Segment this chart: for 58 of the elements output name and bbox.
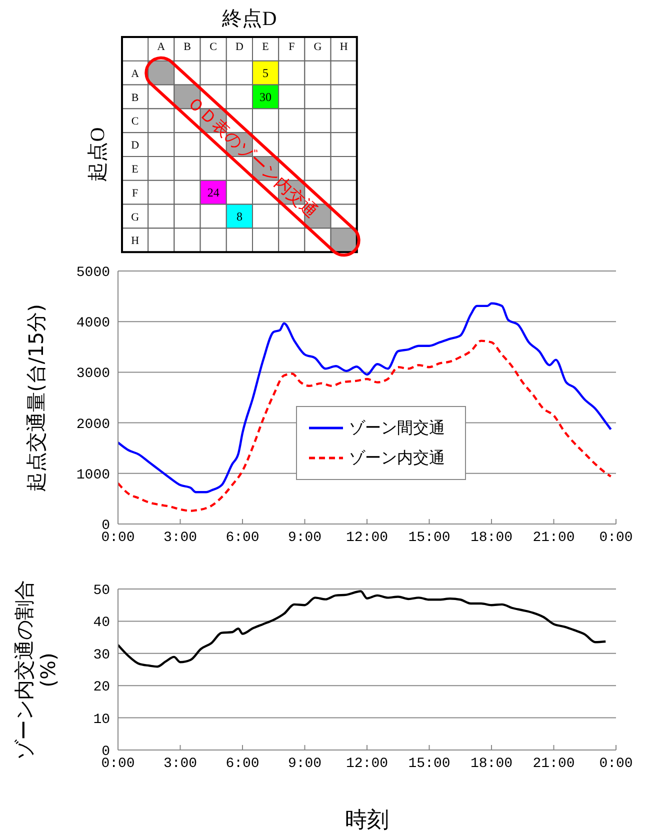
x-tick-label: H [340, 40, 348, 53]
y-tick-label: 2000 [76, 416, 110, 433]
y-tick-label: 50 [93, 582, 110, 599]
x-tick-label: 18:00 [470, 756, 513, 772]
x-tick-label: 3:00 [163, 530, 198, 546]
y-tick-label: 5000 [76, 264, 110, 281]
y-tick-label: 1000 [76, 467, 110, 484]
data-label: 24 [207, 185, 220, 200]
line-series [118, 340, 612, 512]
x-tick-label: 21:00 [532, 756, 575, 772]
x-tick-label: 0:00 [101, 756, 135, 772]
y-axis-title: 起点O [87, 127, 109, 182]
y-axis-title: ゾーン内交通の割合(%) [12, 579, 60, 760]
x-axis-title: 時刻 [344, 807, 390, 834]
y-axis-title: 起点交通量(台/15分) [24, 302, 48, 494]
line-series [118, 302, 612, 494]
x-tick-label: F [288, 40, 295, 53]
x-tick-label: 15:00 [408, 756, 450, 772]
y-tick-label: H [131, 235, 140, 248]
x-tick-label: 0:00 [599, 756, 633, 772]
y-tick-label: 30 [93, 647, 110, 664]
y-tick-label: G [131, 211, 140, 224]
line-series [118, 590, 607, 668]
y-tick-label: 3000 [76, 366, 110, 382]
x-tick-label: 3:00 [163, 756, 198, 772]
x-tick-label: E [262, 40, 270, 53]
y-tick-label: 4000 [76, 316, 110, 332]
x-tick-label: C [210, 40, 218, 53]
legend-label: ゾーン内交通 [349, 448, 445, 468]
y-tick-label: F [132, 187, 138, 200]
x-tick-label: B [184, 40, 191, 53]
x-tick-label: 15:00 [408, 530, 450, 546]
x-tick-label: 9:00 [288, 756, 322, 772]
x-tick-label: 6:00 [226, 530, 260, 546]
x-tick-label: 0:00 [599, 530, 633, 546]
x-tick-label: A [157, 40, 166, 53]
y-tick-label: E [132, 163, 139, 176]
y-tick-label: 40 [93, 615, 110, 632]
x-tick-label: 12:00 [346, 756, 388, 772]
y-tick-label: 10 [93, 712, 110, 728]
x-tick-label: 9:00 [288, 530, 322, 546]
chart-title: 終点D [221, 8, 277, 30]
x-tick-label: D [235, 40, 244, 53]
y-tick-label: 20 [93, 680, 110, 696]
y-tick-label: D [131, 140, 140, 152]
legend-label: ゾーン間交通 [349, 418, 445, 438]
x-tick-label: 12:00 [346, 530, 388, 546]
data-label: 5 [262, 66, 269, 80]
y-tick-label: C [131, 116, 139, 128]
x-tick-label: 6:00 [226, 756, 260, 772]
data-label: 8 [236, 209, 242, 224]
x-tick-label: 21:00 [532, 530, 575, 546]
x-tick-label: G [314, 40, 322, 53]
x-tick-label: 18:00 [470, 530, 513, 546]
y-tick-label: B [131, 92, 139, 104]
x-tick-label: 0:00 [101, 530, 135, 546]
data-label: 30 [260, 90, 272, 104]
y-tick-label: A [131, 68, 140, 80]
